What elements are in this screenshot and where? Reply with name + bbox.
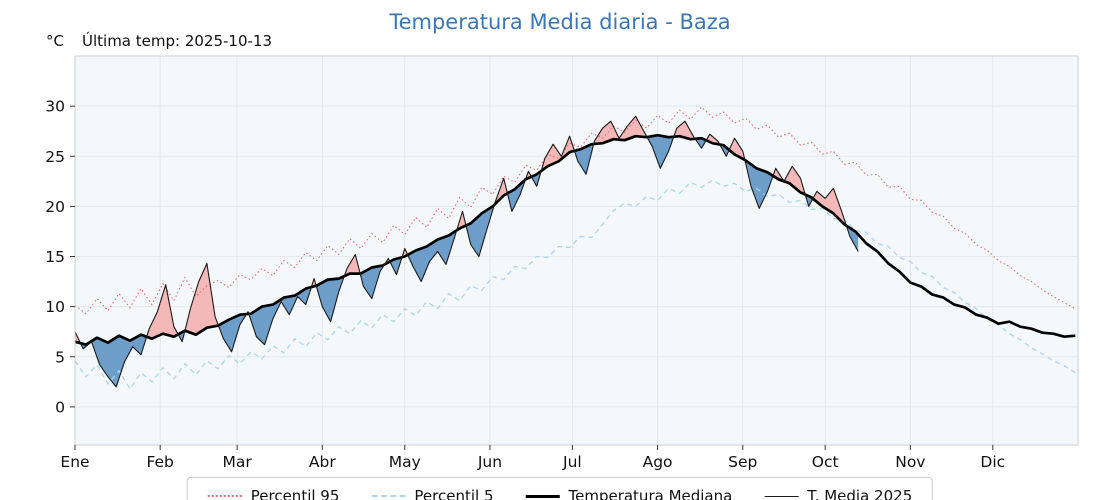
svg-text:Sep: Sep bbox=[728, 453, 757, 471]
legend-label-mediana: Temperatura Mediana bbox=[568, 487, 733, 500]
tmedia2025-line-swatch-icon bbox=[764, 495, 799, 497]
svg-text:Mar: Mar bbox=[223, 453, 253, 471]
percentil5-line-swatch-icon bbox=[371, 495, 406, 497]
last-temp-label: Última temp: 2025-10-13 bbox=[82, 32, 273, 50]
svg-text:Ago: Ago bbox=[643, 453, 673, 471]
legend-item-percentil95: Percentil 95 bbox=[207, 487, 340, 500]
svg-text:25: 25 bbox=[45, 148, 65, 166]
svg-text:5: 5 bbox=[55, 348, 65, 366]
legend-item-mediana: Temperatura Mediana bbox=[525, 487, 732, 500]
svg-text:Dic: Dic bbox=[980, 453, 1005, 471]
svg-text:15: 15 bbox=[45, 248, 65, 266]
percentil95-line-swatch-icon bbox=[207, 495, 242, 497]
legend-label-percentil5: Percentil 5 bbox=[414, 487, 494, 500]
svg-text:May: May bbox=[389, 453, 421, 471]
legend-label-tmedia2025: T. Media 2025 bbox=[807, 487, 913, 500]
svg-text:Oct: Oct bbox=[812, 453, 839, 471]
svg-text:Jul: Jul bbox=[562, 453, 582, 471]
y-unit-label: °C bbox=[46, 32, 64, 50]
chart-title: Temperatura Media diaria - Baza bbox=[389, 10, 731, 34]
legend-label-percentil95: Percentil 95 bbox=[250, 487, 340, 500]
svg-text:0: 0 bbox=[55, 398, 65, 416]
svg-text:Abr: Abr bbox=[309, 453, 336, 471]
svg-text:Jun: Jun bbox=[477, 453, 502, 471]
mediana-line-swatch-icon bbox=[525, 494, 560, 498]
svg-text:Ene: Ene bbox=[60, 453, 89, 471]
svg-text:Nov: Nov bbox=[895, 453, 925, 471]
svg-text:20: 20 bbox=[45, 198, 65, 216]
svg-text:10: 10 bbox=[45, 298, 65, 316]
legend-item-tmedia2025: T. Media 2025 bbox=[764, 487, 912, 500]
svg-text:30: 30 bbox=[45, 98, 65, 116]
svg-text:Feb: Feb bbox=[146, 453, 173, 471]
legend-item-percentil5: Percentil 5 bbox=[371, 487, 493, 500]
chart-legend: Percentil 95 Percentil 5 Temperatura Med… bbox=[186, 477, 934, 500]
